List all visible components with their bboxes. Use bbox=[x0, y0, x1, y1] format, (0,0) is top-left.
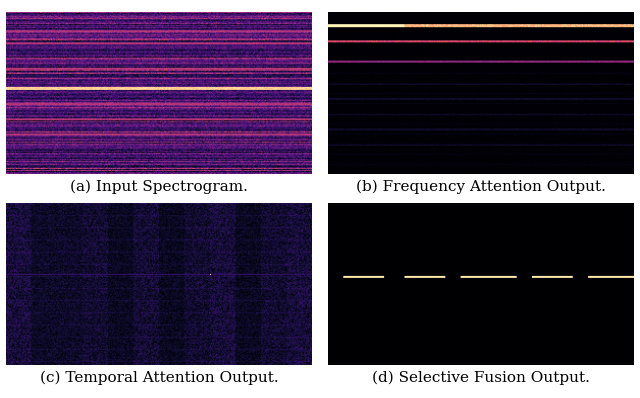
Text: (d) Selective Fusion Output.: (d) Selective Fusion Output. bbox=[372, 371, 589, 385]
Text: (b) Frequency Attention Output.: (b) Frequency Attention Output. bbox=[356, 180, 605, 194]
Text: (a) Input Spectrogram.: (a) Input Spectrogram. bbox=[70, 180, 248, 194]
Text: (c) Temporal Attention Output.: (c) Temporal Attention Output. bbox=[40, 371, 278, 385]
